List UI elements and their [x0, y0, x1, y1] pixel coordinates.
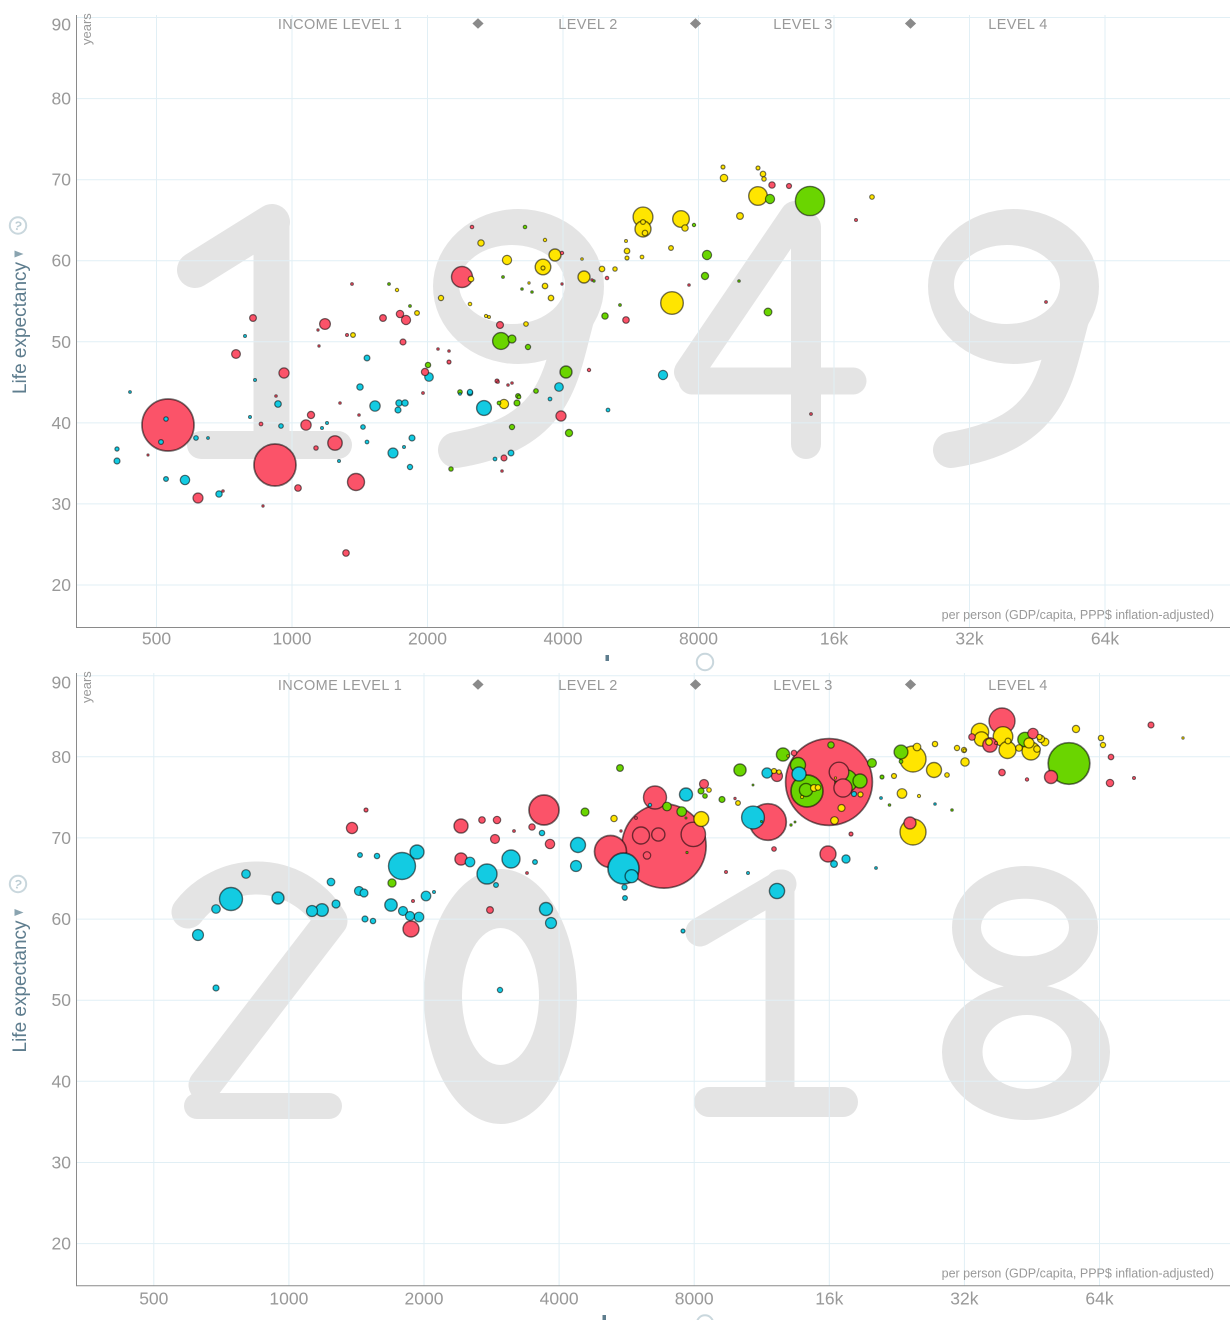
svg-text:4000: 4000: [544, 629, 583, 649]
svg-text:16k: 16k: [820, 629, 848, 649]
svg-text:500: 500: [142, 629, 171, 649]
svg-text:per person (GDP/capita, PPP$ i: per person (GDP/capita, PPP$ inflation-a…: [942, 1266, 1214, 1280]
svg-text:500: 500: [139, 1289, 168, 1309]
svg-text:LEVEL 3: LEVEL 3: [773, 17, 833, 33]
svg-text:60: 60: [52, 909, 72, 929]
svg-text:8000: 8000: [675, 1289, 714, 1309]
svg-text:1000: 1000: [273, 629, 312, 649]
svg-text:60: 60: [52, 251, 72, 271]
svg-text:?: ?: [12, 877, 23, 892]
svg-text:INCOME LEVEL 1: INCOME LEVEL 1: [278, 678, 402, 694]
svg-text:years: years: [79, 13, 94, 45]
svg-text:2000: 2000: [408, 629, 447, 649]
svg-text:8000: 8000: [679, 629, 718, 649]
svg-text:?: ?: [12, 218, 23, 233]
svg-text:32k: 32k: [950, 1289, 978, 1309]
svg-text:LEVEL 2: LEVEL 2: [558, 678, 618, 694]
svg-text:20: 20: [52, 1234, 72, 1254]
svg-text:30: 30: [52, 1153, 72, 1173]
svg-text:32k: 32k: [955, 629, 983, 649]
svg-text:years: years: [79, 671, 94, 703]
svg-text:LEVEL 4: LEVEL 4: [988, 17, 1048, 33]
svg-text:64k: 64k: [1085, 1289, 1113, 1309]
svg-text:LEVEL 2: LEVEL 2: [558, 17, 618, 33]
svg-text:80: 80: [52, 89, 72, 109]
svg-text:80: 80: [52, 747, 72, 767]
svg-text:90: 90: [52, 15, 72, 35]
svg-text:1000: 1000: [269, 1289, 308, 1309]
svg-text:per person (GDP/capita, PPP$ i: per person (GDP/capita, PPP$ inflation-a…: [942, 608, 1214, 622]
svg-text:30: 30: [52, 494, 72, 514]
svg-text:2000: 2000: [405, 1289, 444, 1309]
svg-text:50: 50: [52, 332, 72, 352]
svg-text:40: 40: [52, 413, 72, 433]
svg-text:LEVEL 3: LEVEL 3: [773, 678, 833, 694]
svg-text:16k: 16k: [815, 1289, 843, 1309]
svg-text:Life expectancy: Life expectancy: [10, 261, 31, 394]
svg-text:70: 70: [52, 828, 72, 848]
svg-text:64k: 64k: [1091, 629, 1119, 649]
svg-text:70: 70: [52, 170, 72, 190]
svg-text:20: 20: [52, 575, 72, 595]
svg-text:40: 40: [52, 1071, 72, 1091]
svg-text:4000: 4000: [540, 1289, 579, 1309]
svg-text:90: 90: [52, 673, 72, 693]
svg-text:LEVEL 4: LEVEL 4: [988, 678, 1048, 694]
svg-text:INCOME LEVEL 1: INCOME LEVEL 1: [278, 17, 402, 33]
svg-text:Life expectancy: Life expectancy: [10, 920, 31, 1053]
svg-text:50: 50: [52, 990, 72, 1010]
